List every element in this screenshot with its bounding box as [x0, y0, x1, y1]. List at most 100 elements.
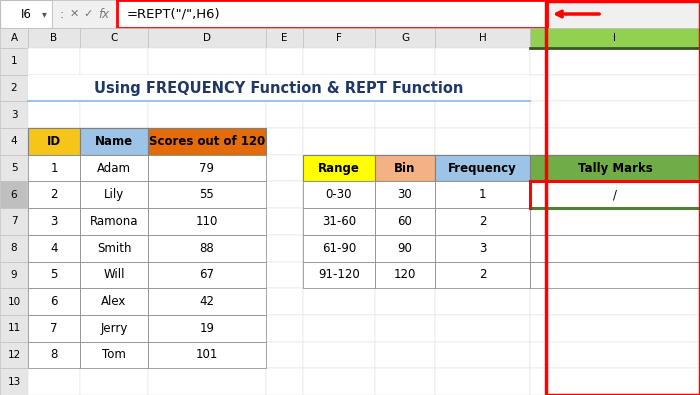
Text: 19: 19: [199, 322, 214, 335]
Text: Bin: Bin: [394, 162, 416, 175]
Bar: [52, 0, 117, 28]
Bar: [80, 128, 148, 155]
Text: 88: 88: [199, 242, 214, 255]
Text: 67: 67: [199, 268, 214, 281]
Bar: [266, 102, 303, 128]
Text: A: A: [10, 33, 18, 43]
Bar: [303, 181, 375, 208]
Text: 0-30: 0-30: [326, 188, 352, 201]
Bar: [303, 315, 375, 342]
Bar: [530, 288, 700, 315]
Bar: [80, 368, 148, 395]
Bar: [0, 0, 52, 28]
Text: Will: Will: [104, 268, 125, 281]
Bar: [0, 128, 28, 155]
Text: ▾: ▾: [41, 9, 46, 19]
Bar: [80, 181, 148, 208]
Bar: [303, 208, 375, 235]
Text: I: I: [613, 33, 617, 43]
Bar: [435, 75, 530, 102]
Bar: [530, 155, 700, 181]
Bar: [148, 208, 266, 235]
Bar: [28, 155, 80, 181]
Text: Jerry: Jerry: [100, 322, 127, 335]
Bar: [28, 48, 80, 75]
Bar: [530, 261, 700, 288]
Bar: [266, 315, 303, 342]
Bar: [148, 28, 266, 48]
Text: 1: 1: [479, 188, 486, 201]
Bar: [375, 181, 435, 208]
Bar: [375, 368, 435, 395]
Text: 6: 6: [50, 295, 57, 308]
Bar: [435, 181, 530, 208]
Bar: [266, 208, 303, 235]
Text: 31-60: 31-60: [322, 215, 356, 228]
Bar: [546, 1, 700, 395]
Bar: [0, 28, 28, 48]
Text: =REPT("/",H6): =REPT("/",H6): [127, 8, 220, 21]
Bar: [435, 208, 530, 235]
Bar: [530, 208, 700, 235]
Bar: [80, 28, 148, 48]
Bar: [28, 28, 80, 48]
Text: Tally Marks: Tally Marks: [578, 162, 652, 175]
Bar: [530, 368, 700, 395]
Bar: [435, 102, 530, 128]
Bar: [303, 261, 375, 288]
Text: Scores out of 120: Scores out of 120: [149, 135, 265, 148]
Bar: [435, 235, 530, 261]
Bar: [80, 342, 148, 368]
Bar: [266, 28, 303, 48]
Bar: [530, 102, 700, 128]
Text: Ramona: Ramona: [90, 215, 139, 228]
Text: 1: 1: [10, 56, 18, 66]
Bar: [80, 208, 148, 235]
Text: Smith: Smith: [97, 242, 132, 255]
Bar: [530, 28, 700, 48]
Bar: [80, 315, 148, 342]
Bar: [266, 235, 303, 261]
Bar: [28, 342, 80, 368]
Bar: [148, 261, 266, 288]
Text: B: B: [50, 33, 57, 43]
Text: 5: 5: [50, 268, 57, 281]
Bar: [375, 235, 435, 261]
Bar: [266, 181, 303, 208]
Text: 2: 2: [479, 268, 486, 281]
Bar: [28, 181, 80, 208]
Bar: [148, 235, 266, 261]
Text: 4: 4: [10, 136, 18, 147]
Bar: [530, 75, 700, 102]
Bar: [303, 75, 375, 102]
Bar: [0, 208, 28, 235]
Bar: [148, 75, 266, 102]
Bar: [303, 102, 375, 128]
Text: 90: 90: [398, 242, 412, 255]
Bar: [80, 48, 148, 75]
Bar: [80, 75, 148, 102]
Bar: [28, 155, 80, 181]
Bar: [530, 155, 700, 181]
Bar: [303, 342, 375, 368]
Bar: [530, 235, 700, 261]
Text: Range: Range: [318, 162, 360, 175]
Bar: [375, 128, 435, 155]
Bar: [148, 102, 266, 128]
Bar: [28, 261, 80, 288]
Bar: [375, 48, 435, 75]
Bar: [0, 75, 28, 102]
Bar: [303, 368, 375, 395]
Text: ID: ID: [47, 135, 61, 148]
Bar: [266, 75, 303, 102]
Text: 12: 12: [8, 350, 20, 360]
Bar: [303, 261, 375, 288]
Bar: [0, 0, 700, 28]
Text: 61-90: 61-90: [322, 242, 356, 255]
Text: Alex: Alex: [102, 295, 127, 308]
Bar: [375, 155, 435, 181]
Text: 1: 1: [50, 162, 57, 175]
Bar: [375, 208, 435, 235]
Bar: [303, 235, 375, 261]
Bar: [530, 208, 700, 235]
